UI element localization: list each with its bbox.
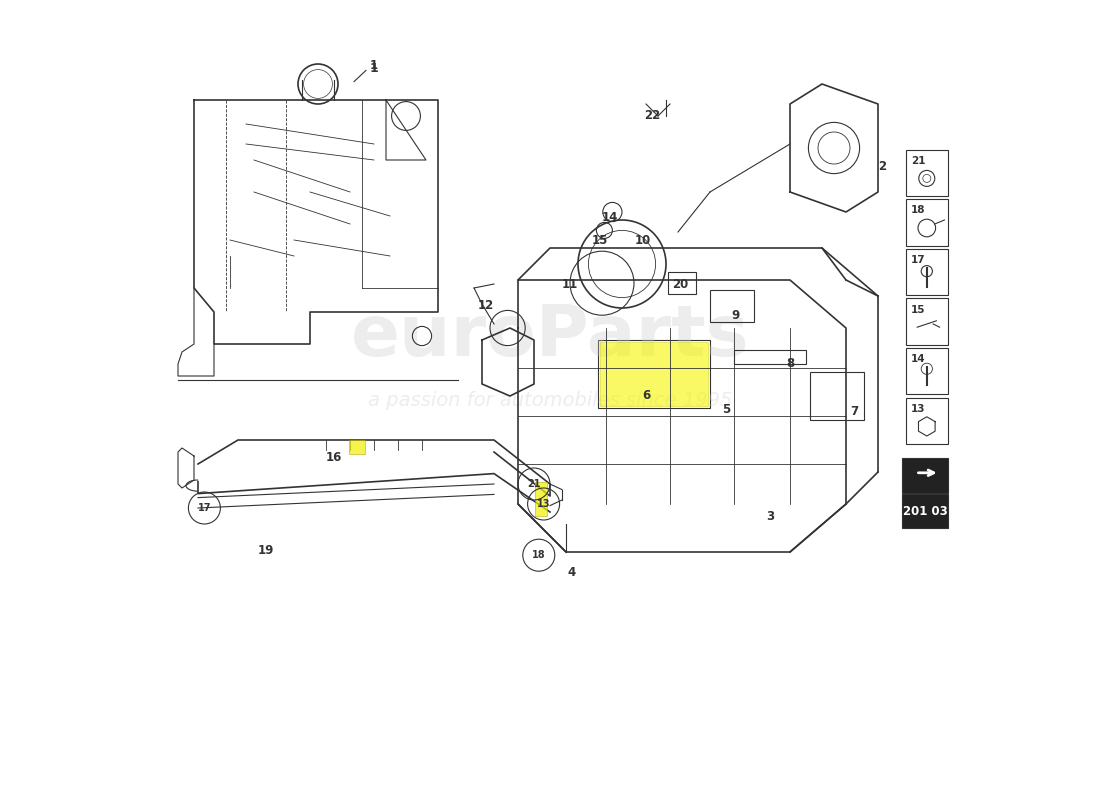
Text: 14: 14 — [911, 354, 925, 364]
Bar — [902, 494, 948, 528]
Bar — [710, 290, 754, 322]
Text: euroParts: euroParts — [351, 302, 749, 370]
Text: 9: 9 — [732, 309, 739, 322]
Text: 18: 18 — [911, 206, 925, 215]
Text: 8: 8 — [785, 357, 794, 370]
Text: 21: 21 — [911, 156, 925, 166]
Text: 20: 20 — [672, 278, 689, 291]
Text: 13: 13 — [911, 404, 925, 414]
Text: 6: 6 — [642, 389, 650, 402]
Text: 13: 13 — [537, 499, 550, 509]
Bar — [906, 249, 947, 295]
Bar — [906, 398, 947, 444]
Text: 19: 19 — [257, 544, 274, 557]
Text: 201 03: 201 03 — [903, 505, 947, 518]
Text: 22: 22 — [645, 109, 660, 122]
Bar — [902, 458, 948, 493]
Text: 2: 2 — [878, 160, 887, 173]
Bar — [598, 340, 710, 408]
Text: 4: 4 — [568, 566, 575, 578]
Text: 21: 21 — [527, 479, 541, 489]
Bar — [810, 372, 865, 420]
Text: 12: 12 — [477, 299, 494, 312]
Text: 10: 10 — [635, 234, 651, 246]
Text: 15: 15 — [592, 234, 608, 246]
Bar — [669, 272, 696, 294]
Text: 5: 5 — [722, 403, 730, 416]
Bar — [906, 348, 947, 394]
Text: 1: 1 — [370, 62, 378, 74]
Text: 11: 11 — [562, 278, 579, 290]
Bar — [600, 342, 708, 406]
Bar — [734, 350, 806, 364]
Text: 15: 15 — [911, 305, 925, 314]
Text: 3: 3 — [766, 510, 774, 522]
Text: 17: 17 — [198, 503, 211, 513]
Text: 1: 1 — [370, 59, 378, 72]
Text: 18: 18 — [532, 550, 546, 560]
Text: 17: 17 — [911, 255, 925, 265]
Bar — [906, 150, 947, 196]
Bar — [906, 298, 947, 345]
Text: a passion for automobiles since 1995: a passion for automobiles since 1995 — [367, 390, 733, 410]
Text: 16: 16 — [326, 451, 342, 464]
Bar — [535, 482, 547, 516]
Text: 7: 7 — [850, 405, 858, 418]
Bar — [906, 199, 947, 246]
Text: 14: 14 — [602, 211, 618, 224]
Bar — [349, 440, 365, 454]
